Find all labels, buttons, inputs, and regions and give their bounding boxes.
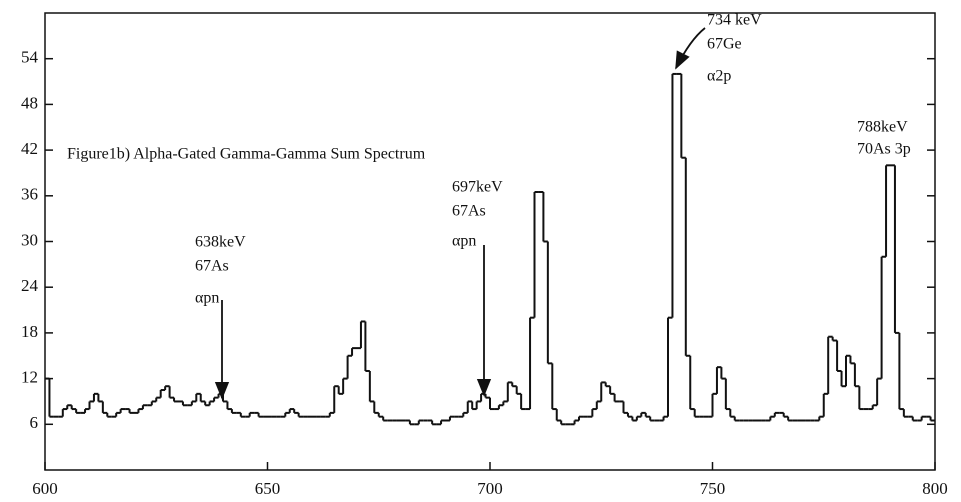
x-tick-label: 700 <box>477 479 503 498</box>
y-tick-label: 12 <box>21 368 38 387</box>
annotation: α2p <box>707 68 731 85</box>
annotation: Figure1b) Alpha-Gated Gamma-Gamma Sum Sp… <box>67 146 426 163</box>
x-tick-label: 800 <box>922 479 948 498</box>
x-tick-label: 650 <box>255 479 281 498</box>
x-tick-label: 750 <box>700 479 726 498</box>
annotation: 697keV <box>452 179 503 196</box>
annotation: αpn <box>195 290 219 307</box>
y-tick-label: 18 <box>21 322 38 341</box>
y-tick-label: 54 <box>21 48 39 67</box>
annotation: 70As 3p <box>857 141 911 158</box>
y-tick-label: 24 <box>21 276 39 295</box>
annotation: 734 keV <box>707 12 762 29</box>
annotation: αpn <box>452 233 476 250</box>
y-tick-label: 6 <box>30 413 39 432</box>
annotation: 788keV <box>857 119 908 136</box>
spectrum-risers <box>48 73 932 425</box>
y-tick-label: 48 <box>21 93 38 112</box>
annotation: 638keV <box>195 234 246 251</box>
x-tick-label: 600 <box>32 479 58 498</box>
y-tick-label: 36 <box>21 185 38 204</box>
annotation-arrow <box>675 27 706 70</box>
y-tick-label: 30 <box>21 230 38 249</box>
annotation: 67As <box>452 203 486 220</box>
annotation: 67As <box>195 258 229 275</box>
annotation: 67Ge <box>707 36 742 53</box>
y-tick-label: 42 <box>21 139 38 158</box>
